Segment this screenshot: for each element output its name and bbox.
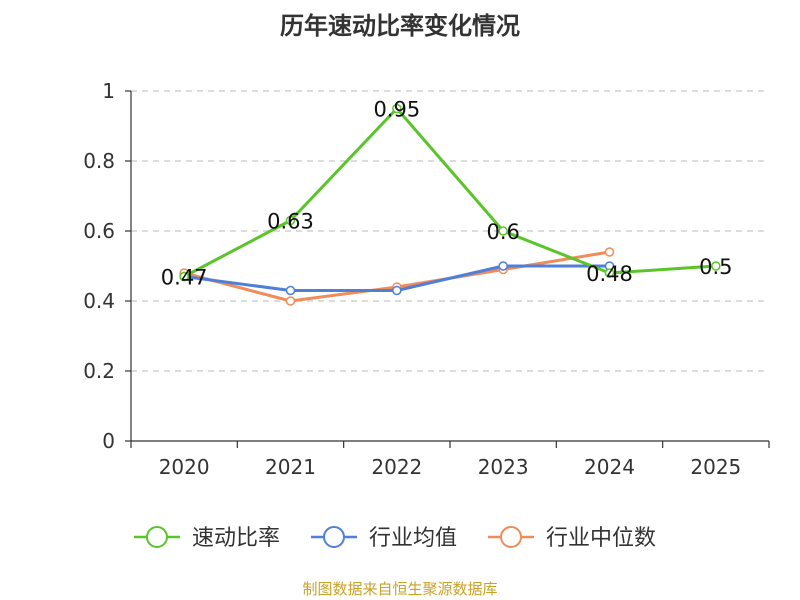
data-label: 0.95 — [373, 98, 420, 122]
data-point — [285, 285, 296, 296]
data-label: 0.63 — [267, 210, 314, 234]
y-tick-label: 0.8 — [83, 149, 115, 173]
data-point — [604, 268, 615, 278]
x-tick-label: 2024 — [584, 455, 635, 479]
legend-marker — [500, 526, 522, 548]
data-point — [498, 261, 508, 271]
x-tick-label: 2021 — [265, 455, 316, 479]
x-tick-label: 2025 — [690, 455, 741, 479]
legend-marker — [146, 526, 168, 548]
data-label: 0.47 — [161, 266, 208, 290]
y-tick-label: 1 — [102, 79, 115, 103]
data-point — [604, 247, 615, 257]
data-point — [711, 261, 721, 271]
data-label: 0.48 — [586, 262, 633, 286]
x-tick-label: 2022 — [371, 455, 422, 479]
data-label: 0.5 — [699, 255, 732, 279]
data-point — [498, 226, 508, 236]
source-note: 制图数据来自恒生聚源数据库 — [302, 580, 498, 598]
data-point — [392, 285, 402, 296]
data-point — [285, 215, 296, 226]
x-tick-label: 2023 — [478, 455, 529, 479]
legend-marker — [323, 526, 345, 548]
x-tick-label: 2020 — [159, 455, 210, 479]
data-label: 0.6 — [486, 220, 519, 244]
y-tick-label: 0 — [102, 429, 115, 453]
legend-label: 行业均值 — [369, 526, 457, 551]
y-tick-label: 0.4 — [83, 289, 115, 313]
series-line-0 — [183, 107, 716, 278]
data-point — [285, 296, 296, 306]
chart-title: 历年速动比率变化情况 — [280, 12, 520, 40]
legend-label: 速动比率 — [192, 526, 280, 551]
data-point — [392, 103, 402, 114]
legend-label: 行业中位数 — [546, 526, 656, 551]
y-tick-label: 0.6 — [83, 219, 115, 243]
data-point — [179, 271, 189, 282]
y-tick-label: 0.2 — [83, 359, 115, 383]
